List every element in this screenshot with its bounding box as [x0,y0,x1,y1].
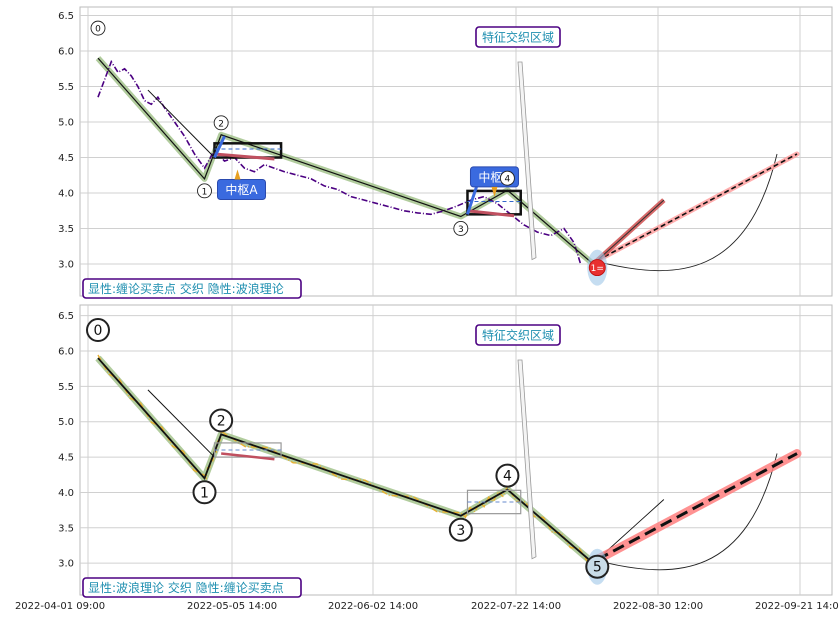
center-label-box [217,179,266,201]
pivot-marker [495,463,520,488]
y-tick-label: 5.5 [58,82,74,93]
x-tick-label: 2022-09-21 14:00 [755,601,839,612]
y-tick-label: 3.5 [58,523,74,534]
pivot-line [97,357,598,568]
pivot-label: 2 [217,413,226,429]
pivot-marker [209,408,234,433]
projection-arc [597,153,778,272]
structure-line [147,89,215,158]
y-tick-label: 6.5 [58,311,74,322]
pivot-label: 1= [591,264,604,274]
pivot-marker [86,318,110,343]
projection-dashed-line [596,452,798,561]
y-tick-label: 3.0 [58,260,74,271]
center-segment [221,452,275,461]
pivot-label: 3 [456,523,465,539]
center-segment [214,152,275,161]
y-tick-label: 4.0 [58,189,74,200]
center-segment [466,183,479,215]
y-tick-label: 5.5 [58,382,74,393]
pivot-label: 4 [503,469,512,485]
pivot-label: 4 [505,175,511,185]
y-tick-label: 5.0 [58,118,74,129]
x-tick-label: 2022-07-22 14:00 [471,601,561,612]
zone-label: 特征交织区域 [482,328,554,343]
pivot-marker [585,554,610,579]
projection-dashed-line [596,153,798,262]
y-tick-label: 4.5 [58,153,74,164]
x-axis: 2022-04-01 09:00 2022-05-05 14:00 2022-06-… [15,601,839,612]
pivot-label: 2 [218,119,224,129]
zone-arrow [517,359,537,560]
top-panel: 6.56.05.55.04.54.03.53.0中枢A中枢B特征交织区域0123… [58,6,833,299]
projection-arc [597,453,778,571]
pivot-label: 1 [200,485,209,501]
pivot-marker [197,183,212,199]
y-tick-label: 6.0 [58,346,74,357]
zone-arrow [517,61,537,261]
pivot-marker [192,480,217,505]
legend-text: 显性:波浪理论 交织 隐性:缠论买卖点 [88,580,284,595]
y-tick-label: 4.5 [58,453,74,464]
plot-frame [79,6,833,297]
center-segment [213,135,226,159]
x-tick-label: 2022-06-02 14:00 [328,601,418,612]
pivot-marker [90,20,106,36]
pivot-line [97,57,598,269]
pivot-marker [448,517,473,542]
y-tick-label: 4.0 [58,488,74,499]
projection-solid-line [596,199,665,261]
center-label: 中枢A [225,182,258,197]
zone-label-box [475,26,561,48]
center-segment [467,209,515,218]
bottom-panel: 6.5 6.0 5.5 5.0 4.5 4.0 3.5 3.0 特征交织区域 0 1 2 3 4 5 显性:波… [58,304,833,598]
pivot-label: 5 [593,560,602,576]
x-tick-label: 2022-04-01 09:00 [15,601,105,612]
x-tick-label: 2022-08-30 12:00 [613,601,703,612]
plot-frame [79,304,833,596]
y-tick-label: 6.5 [58,11,74,22]
pivot-marker [588,259,606,277]
pivot-label: 1 [202,187,208,197]
pivot-marker [453,221,469,236]
center-arrow [234,169,241,180]
legend-box [82,278,302,299]
legend-box [82,577,302,598]
y-tick-label: 6.0 [58,47,74,58]
y-tick-label: 3.0 [58,559,74,570]
pivot-marker [499,170,515,186]
zone-label-box [475,324,561,346]
x-tick-label: 2022-05-05 14:00 [187,601,277,612]
structure-line [147,389,215,458]
center-arrow [491,186,498,197]
pivot-marker [213,115,229,131]
pivot-label: 0 [95,25,101,35]
y-tick-label: 3.5 [58,224,74,235]
pivot-label: 0 [94,323,103,339]
legend-text: 显性:缠论买卖点 交织 隐性:波浪理论 [88,281,284,296]
y-tick-label: 5.0 [58,417,74,428]
pivot-label: 3 [458,225,464,235]
zone-label: 特征交织区域 [482,30,554,45]
